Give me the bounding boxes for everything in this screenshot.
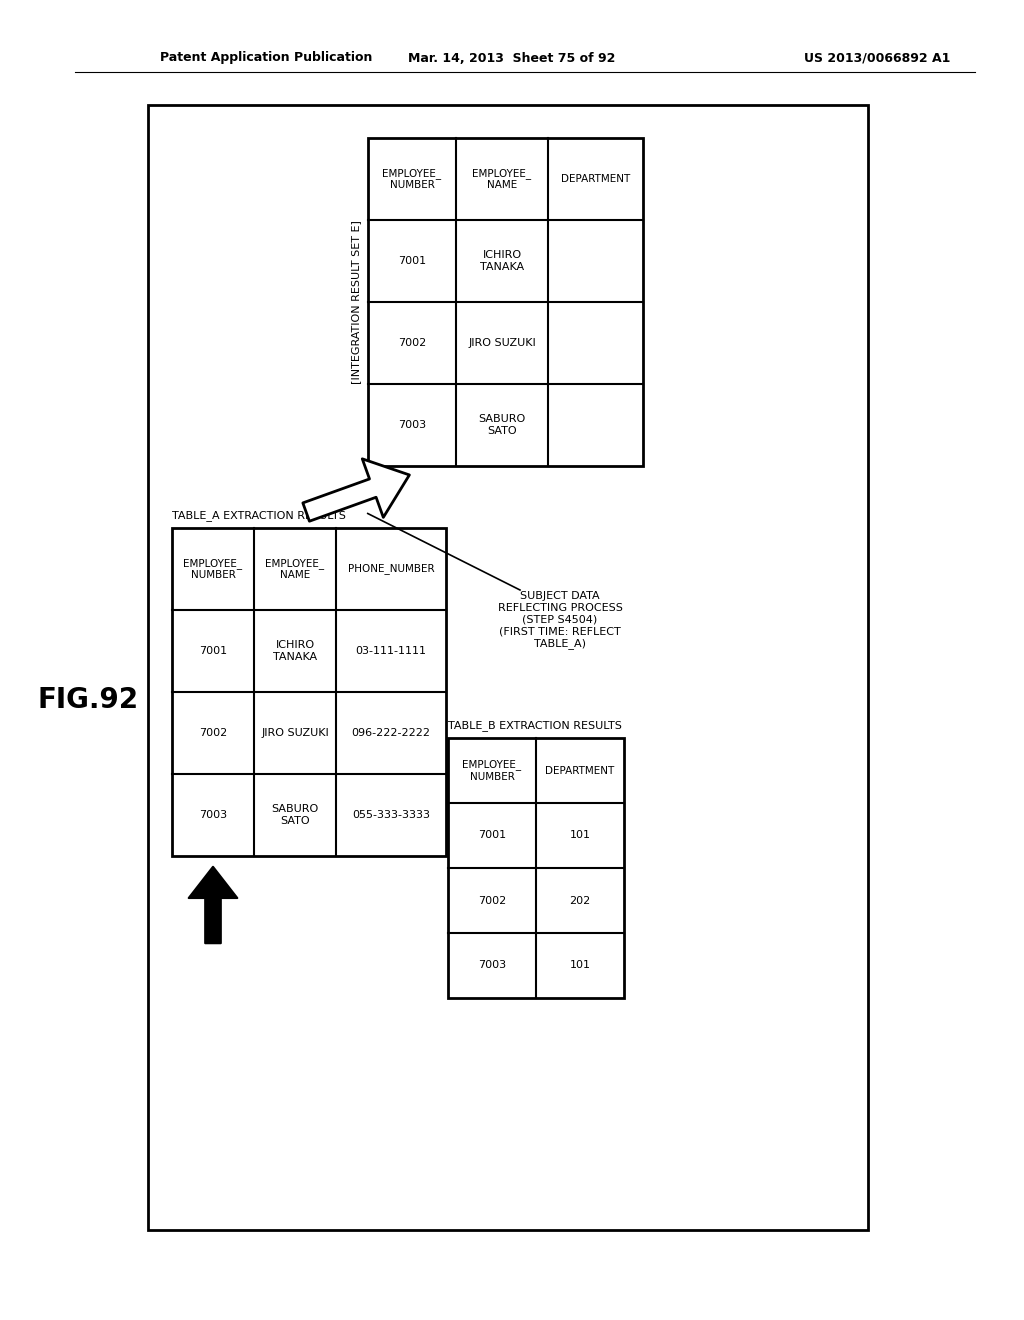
Text: 7002: 7002 [199,729,227,738]
Text: Patent Application Publication: Patent Application Publication [160,51,373,65]
Text: 7002: 7002 [478,895,506,906]
Text: 202: 202 [569,895,591,906]
Text: TABLE_A EXTRACTION RESULTS: TABLE_A EXTRACTION RESULTS [172,511,346,521]
Bar [449,738,624,998]
Text: 7003: 7003 [398,420,426,430]
Text: PHONE_NUMBER: PHONE_NUMBER [348,564,434,574]
Text: 101: 101 [569,961,591,970]
Text: ICHIRO
TANAKA: ICHIRO TANAKA [273,640,317,661]
Text: EMPLOYEE_
NAME: EMPLOYEE_ NAME [472,168,531,190]
Text: SABURO
SATO: SABURO SATO [271,804,318,826]
Text: 055-333-3333: 055-333-3333 [352,810,430,820]
Text: EMPLOYEE_
NAME: EMPLOYEE_ NAME [265,558,325,581]
Text: 7003: 7003 [199,810,227,820]
Text: 03-111-1111: 03-111-1111 [355,645,427,656]
Text: 096-222-2222: 096-222-2222 [351,729,430,738]
Text: JIRO SUZUKI: JIRO SUZUKI [468,338,536,348]
Text: Mar. 14, 2013  Sheet 75 of 92: Mar. 14, 2013 Sheet 75 of 92 [409,51,615,65]
Bar [148,106,868,1230]
Text: TABLE_B EXTRACTION RESULTS: TABLE_B EXTRACTION RESULTS [449,721,622,731]
Text: EMPLOYEE_
NUMBER: EMPLOYEE_ NUMBER [183,558,243,581]
Text: 7001: 7001 [199,645,227,656]
Text: FIG.92: FIG.92 [38,686,138,714]
Text: 7001: 7001 [398,256,426,267]
Text: US 2013/0066892 A1: US 2013/0066892 A1 [804,51,950,65]
Text: 7001: 7001 [478,830,506,841]
Text: ICHIRO
TANAKA: ICHIRO TANAKA [480,251,524,272]
Bar [368,139,643,466]
Text: 7003: 7003 [478,961,506,970]
Text: 101: 101 [569,830,591,841]
Text: SABURO
SATO: SABURO SATO [478,414,525,436]
Bar [172,528,446,855]
Text: [INTEGRATION RESULT SET E]: [INTEGRATION RESULT SET E] [351,220,361,384]
Text: SUBJECT DATA
REFLECTING PROCESS
(STEP S4504)
(FIRST TIME: REFLECT
TABLE_A): SUBJECT DATA REFLECTING PROCESS (STEP S4… [498,591,623,648]
Text: 7002: 7002 [398,338,426,348]
Text: JIRO SUZUKI: JIRO SUZUKI [261,729,329,738]
Text: EMPLOYEE_
NUMBER: EMPLOYEE_ NUMBER [463,759,521,781]
Text: DEPARTMENT: DEPARTMENT [561,174,630,183]
Text: EMPLOYEE_
NUMBER: EMPLOYEE_ NUMBER [382,168,441,190]
Text: DEPARTMENT: DEPARTMENT [546,766,614,776]
